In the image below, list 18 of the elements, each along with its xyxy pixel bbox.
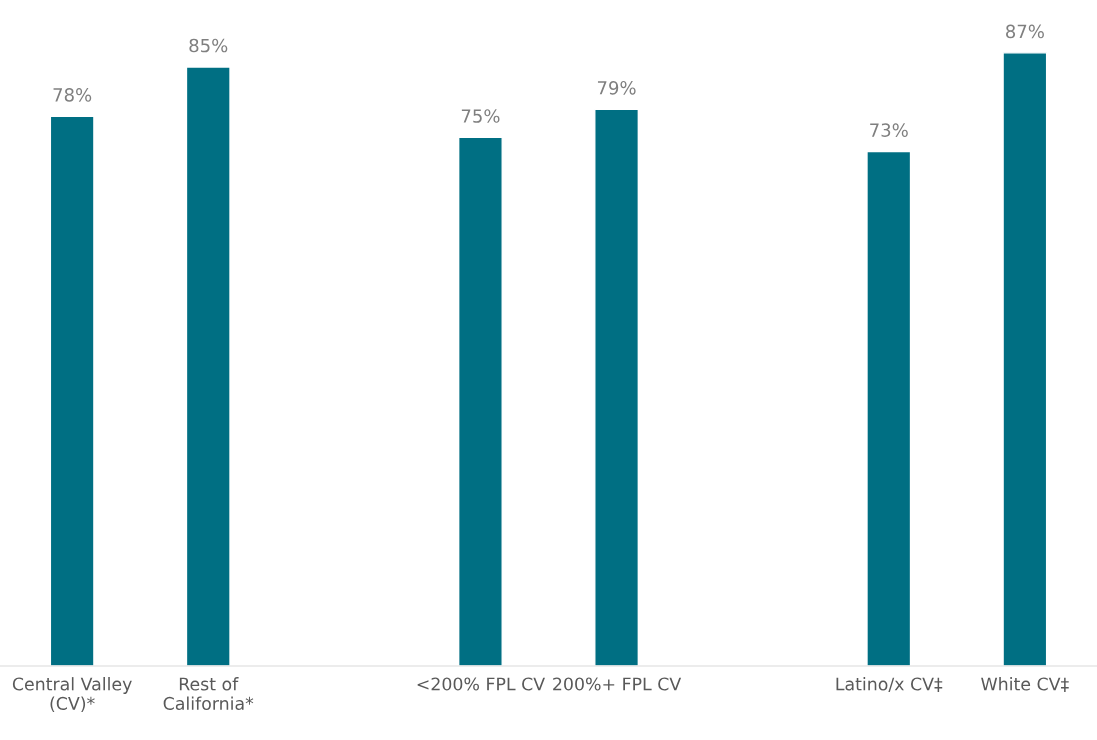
data-label: 73% xyxy=(870,123,908,137)
x-tick-label: <200% FPL CV xyxy=(417,677,545,691)
x-tick-label: White CV‡ xyxy=(981,677,1069,692)
data-label: 79% xyxy=(597,80,636,95)
x-tick-label: Central Valley (CV)* xyxy=(12,677,132,713)
bar xyxy=(1002,52,1048,666)
bar xyxy=(594,108,640,666)
data-label: 78% xyxy=(53,88,92,102)
bar xyxy=(49,115,95,666)
data-label: 85% xyxy=(189,38,228,53)
bar xyxy=(185,66,231,666)
x-tick-label: Latino/x CV‡ xyxy=(836,677,943,692)
data-label: 87% xyxy=(1006,24,1044,39)
x-tick-label: Rest of California* xyxy=(163,677,254,710)
data-label: 75% xyxy=(461,109,500,123)
bar xyxy=(866,150,912,666)
bar xyxy=(457,136,503,666)
x-tick-label: 200%+ FPL CV xyxy=(553,677,682,691)
